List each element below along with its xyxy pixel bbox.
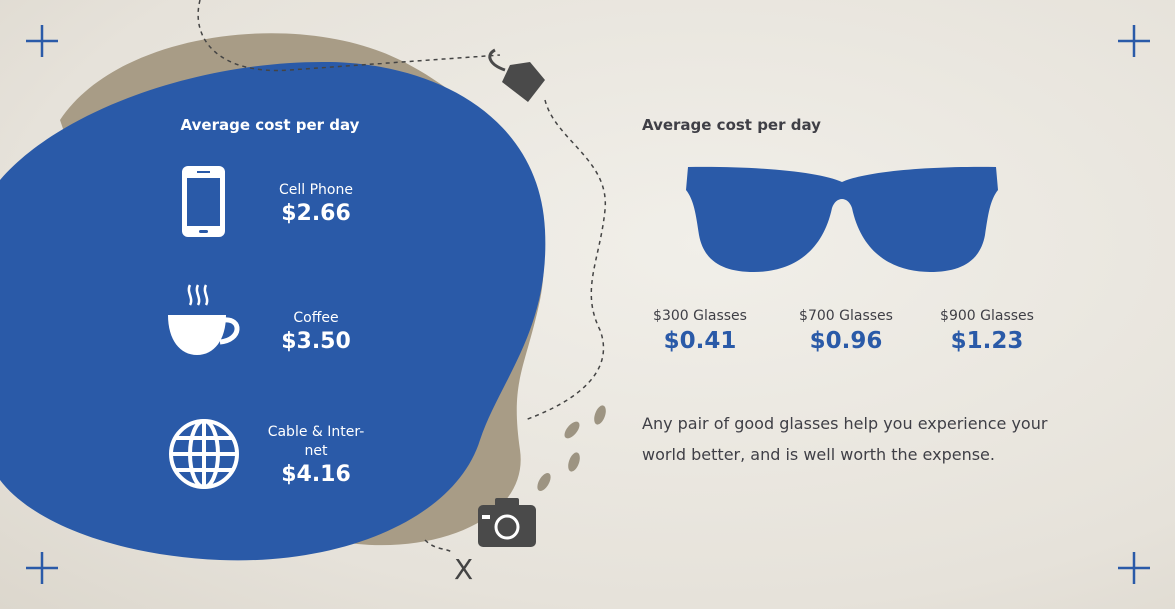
item-label: Coffee — [293, 310, 339, 326]
glasses-label: $300 Glasses — [653, 308, 747, 324]
camera-icon — [478, 498, 536, 547]
cost-item: Cell Phone $2.66 — [255, 181, 377, 226]
phone-icon — [182, 166, 225, 237]
globe-icon — [169, 419, 239, 489]
map-marker: X — [454, 553, 474, 586]
footprints — [537, 405, 606, 492]
cost-item: Cable & Inter-net $4.16 — [262, 423, 370, 487]
price-tag-icon — [488, 48, 545, 102]
item-value: $3.50 — [281, 329, 351, 354]
description: Any pair of good glasses help you experi… — [642, 414, 1048, 464]
glasses-label: $900 Glasses — [940, 308, 1034, 324]
glasses-label: $700 Glasses — [799, 308, 893, 324]
left-title: Average cost per day — [180, 116, 360, 134]
cost-item: Coffee $3.50 — [255, 309, 377, 354]
glasses-item: $900 Glasses $1.23 — [917, 308, 1057, 354]
glasses-value: $0.41 — [663, 328, 737, 354]
right-title: Average cost per day — [642, 116, 821, 134]
item-value: $2.66 — [281, 201, 351, 226]
corner-crosses — [26, 25, 1150, 584]
dashed-trail — [197, 0, 606, 553]
glasses-value: $0.96 — [809, 328, 883, 354]
blue-blob — [0, 61, 546, 561]
glasses-value: $1.23 — [950, 328, 1024, 354]
item-label: Cable & Inter-net — [267, 424, 365, 459]
glasses-item: $700 Glasses $0.96 — [776, 308, 916, 354]
glasses-icon — [686, 166, 998, 272]
glasses-item: $300 Glasses $0.41 — [630, 308, 770, 354]
coffee-icon — [168, 284, 240, 355]
item-value: $4.16 — [281, 462, 351, 487]
item-label: Cell Phone — [279, 182, 353, 198]
